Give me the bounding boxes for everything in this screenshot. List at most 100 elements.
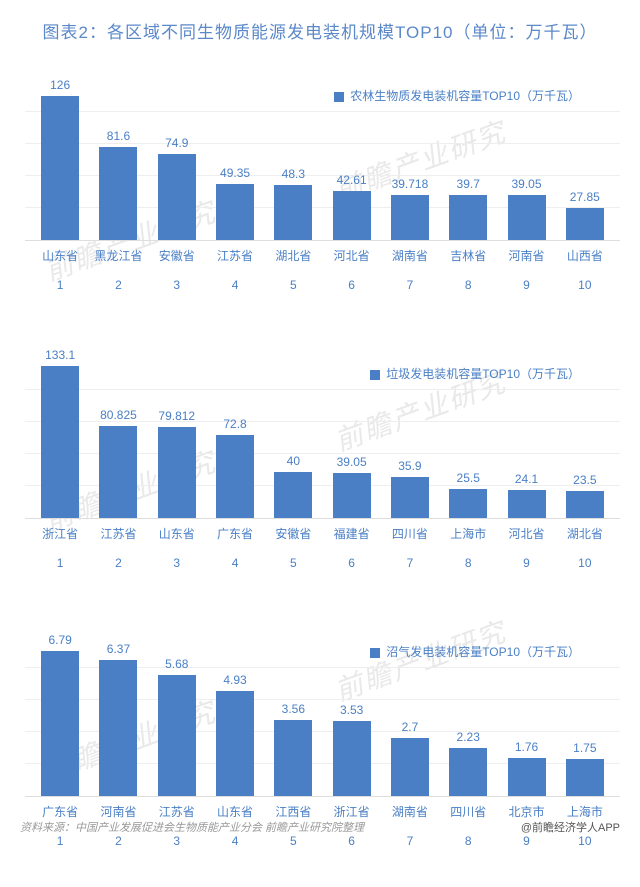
bar-value-label: 81.6 bbox=[107, 129, 130, 143]
category-label: 福建省 bbox=[322, 525, 380, 542]
bar bbox=[566, 759, 604, 796]
bar bbox=[158, 154, 196, 240]
rank-label: 7 bbox=[381, 556, 439, 570]
rank-label: 7 bbox=[381, 834, 439, 848]
bar bbox=[508, 758, 546, 796]
rank-label: 10 bbox=[556, 556, 614, 570]
bar-value-label: 27.85 bbox=[570, 190, 600, 204]
category-label: 上海市 bbox=[556, 803, 614, 820]
x-col: 湖南省7 bbox=[381, 247, 439, 292]
rank-label: 6 bbox=[322, 834, 380, 848]
bar-col: 79.812 bbox=[148, 409, 206, 518]
bar-col: 3.56 bbox=[264, 702, 322, 796]
bar bbox=[41, 651, 79, 796]
category-label: 上海市 bbox=[439, 525, 497, 542]
category-label: 河南省 bbox=[89, 803, 147, 820]
bar bbox=[333, 721, 371, 796]
x-col: 浙江省1 bbox=[31, 525, 89, 570]
bar-col: 48.3 bbox=[264, 167, 322, 240]
bar-value-label: 3.53 bbox=[340, 703, 363, 717]
bar bbox=[99, 426, 137, 518]
bar-col: 74.9 bbox=[148, 136, 206, 240]
bar-col: 5.68 bbox=[148, 657, 206, 796]
rank-label: 2 bbox=[89, 834, 147, 848]
bar-col: 27.85 bbox=[556, 190, 614, 240]
rank-label: 4 bbox=[206, 556, 264, 570]
chart-panel-3: 沼气发电装机容量TOP10（万千瓦）6.796.375.684.933.563.… bbox=[0, 637, 640, 887]
x-col: 山西省10 bbox=[556, 247, 614, 292]
bar-col: 72.8 bbox=[206, 417, 264, 518]
bar-col: 133.1 bbox=[31, 348, 89, 518]
bar-value-label: 133.1 bbox=[45, 348, 75, 362]
x-col: 安徽省3 bbox=[148, 247, 206, 292]
bar-col: 42.61 bbox=[322, 173, 380, 240]
bar-value-label: 126 bbox=[50, 78, 70, 92]
bar-value-label: 39.718 bbox=[392, 177, 429, 191]
bar bbox=[449, 748, 487, 796]
category-label: 湖南省 bbox=[381, 803, 439, 820]
bar-col: 6.79 bbox=[31, 633, 89, 796]
rank-label: 5 bbox=[264, 278, 322, 292]
rank-label: 10 bbox=[556, 834, 614, 848]
bar-col: 2.7 bbox=[381, 720, 439, 796]
x-col: 河北省9 bbox=[497, 525, 555, 570]
bar-value-label: 5.68 bbox=[165, 657, 188, 671]
category-label: 广东省 bbox=[206, 525, 264, 542]
bar-col: 1.75 bbox=[556, 741, 614, 796]
bar-col: 49.35 bbox=[206, 166, 264, 240]
category-label: 江西省 bbox=[264, 803, 322, 820]
bar-value-label: 80.825 bbox=[100, 408, 137, 422]
bar-col: 39.718 bbox=[381, 177, 439, 240]
bar-value-label: 1.75 bbox=[573, 741, 596, 755]
bar bbox=[99, 147, 137, 240]
bar bbox=[274, 185, 312, 240]
x-col: 湖北省 10 bbox=[556, 525, 614, 570]
bar bbox=[391, 738, 429, 796]
credit-label: @前瞻经济学人APP bbox=[521, 819, 620, 835]
rank-label: 6 bbox=[322, 278, 380, 292]
plot-area: 6.796.375.684.933.563.532.72.231.761.75 bbox=[25, 637, 620, 797]
bar-col: 39.05 bbox=[497, 177, 555, 240]
category-label: 山西省 bbox=[556, 247, 614, 264]
rank-label: 1 bbox=[31, 834, 89, 848]
plot-area: 133.180.82579.81272.84039.0535.925.524.1… bbox=[25, 359, 620, 519]
bar-col: 23.5 bbox=[556, 473, 614, 518]
bar-value-label: 23.5 bbox=[573, 473, 596, 487]
category-label: 黑龙江省 bbox=[89, 247, 147, 264]
bar bbox=[449, 489, 487, 518]
x-col: 湖北省 5 bbox=[264, 247, 322, 292]
bar bbox=[449, 195, 487, 240]
bar bbox=[41, 366, 79, 518]
bar bbox=[274, 472, 312, 518]
x-col: 山东省3 bbox=[148, 525, 206, 570]
category-label: 湖北省 bbox=[556, 525, 614, 542]
bar-value-label: 2.7 bbox=[402, 720, 419, 734]
x-col: 广东省 4 bbox=[206, 525, 264, 570]
bar-col: 1.76 bbox=[497, 740, 555, 796]
rank-label: 8 bbox=[439, 556, 497, 570]
bar bbox=[566, 491, 604, 518]
x-col: 安徽省5 bbox=[264, 525, 322, 570]
bar bbox=[508, 195, 546, 240]
plot-area: 12681.674.949.3548.342.6139.71839.739.05… bbox=[25, 81, 620, 241]
bar bbox=[508, 490, 546, 518]
chart-title: 图表2：各区域不同生物质能源发电装机规模TOP10（单位：万千瓦） bbox=[0, 0, 640, 53]
bar bbox=[274, 720, 312, 796]
bar-col: 25.5 bbox=[439, 471, 497, 518]
category-label: 江苏省 bbox=[148, 803, 206, 820]
rank-label: 4 bbox=[206, 834, 264, 848]
bar-col: 24.1 bbox=[497, 472, 555, 518]
bar-value-label: 42.61 bbox=[337, 173, 367, 187]
category-label: 湖北省 bbox=[264, 247, 322, 264]
x-col: 吉林省8 bbox=[439, 247, 497, 292]
rank-label: 3 bbox=[148, 834, 206, 848]
rank-label: 2 bbox=[89, 278, 147, 292]
rank-label: 4 bbox=[206, 278, 264, 292]
x-col: 江苏省2 bbox=[89, 525, 147, 570]
category-label: 吉林省 bbox=[439, 247, 497, 264]
bar-value-label: 6.79 bbox=[48, 633, 71, 647]
bar bbox=[158, 675, 196, 796]
category-label: 四川省 bbox=[381, 525, 439, 542]
category-label: 广东省 bbox=[31, 803, 89, 820]
bar bbox=[391, 477, 429, 518]
